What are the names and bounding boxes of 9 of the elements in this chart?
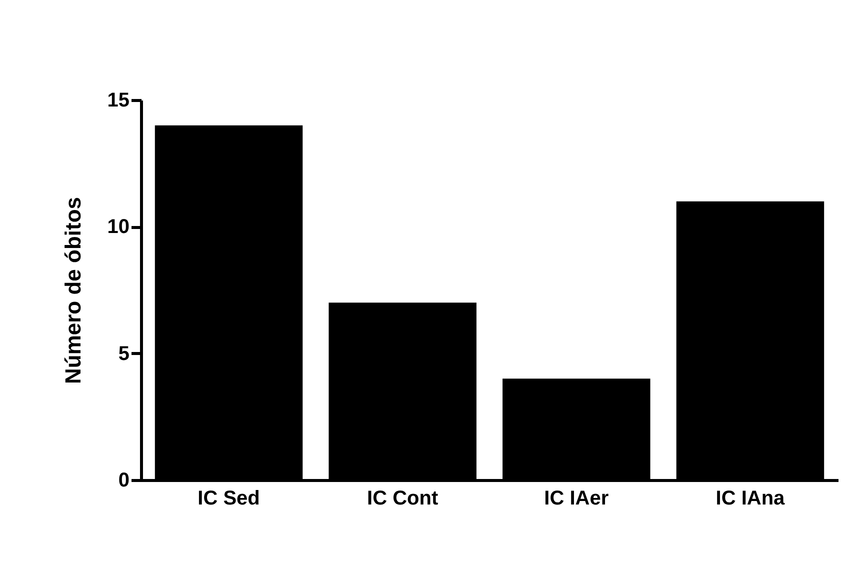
- y-tick-label: 15: [107, 90, 130, 112]
- y-tick-label: 0: [118, 470, 130, 492]
- x-tick-label: IC Cont: [367, 488, 438, 510]
- y-tick-label: 10: [107, 216, 130, 238]
- y-tick-label: 5: [118, 342, 130, 365]
- x-tick-label: IC Sed: [198, 488, 260, 510]
- y-axis-title: Número de óbitos: [60, 196, 86, 384]
- x-tick-label: IC IAna: [716, 488, 786, 510]
- x-tick-label: IC IAer: [544, 488, 609, 510]
